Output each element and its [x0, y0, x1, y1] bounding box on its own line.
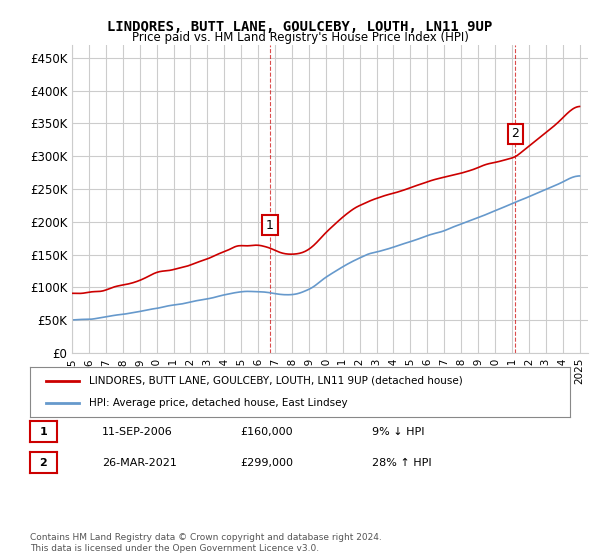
Text: LINDORES, BUTT LANE, GOULCEBY, LOUTH, LN11 9UP: LINDORES, BUTT LANE, GOULCEBY, LOUTH, LN…: [107, 20, 493, 34]
Text: 2: 2: [511, 128, 519, 141]
Text: 9% ↓ HPI: 9% ↓ HPI: [372, 427, 425, 437]
Text: 26-MAR-2021: 26-MAR-2021: [102, 458, 177, 468]
Text: £299,000: £299,000: [240, 458, 293, 468]
Text: £160,000: £160,000: [240, 427, 293, 437]
Text: 1: 1: [266, 218, 274, 232]
Text: Price paid vs. HM Land Registry's House Price Index (HPI): Price paid vs. HM Land Registry's House …: [131, 31, 469, 44]
Text: 1: 1: [40, 427, 47, 437]
Text: HPI: Average price, detached house, East Lindsey: HPI: Average price, detached house, East…: [89, 398, 348, 408]
Text: LINDORES, BUTT LANE, GOULCEBY, LOUTH, LN11 9UP (detached house): LINDORES, BUTT LANE, GOULCEBY, LOUTH, LN…: [89, 376, 463, 386]
Text: 28% ↑ HPI: 28% ↑ HPI: [372, 458, 431, 468]
Text: Contains HM Land Registry data © Crown copyright and database right 2024.
This d: Contains HM Land Registry data © Crown c…: [30, 533, 382, 553]
Text: 2: 2: [40, 458, 47, 468]
Text: 11-SEP-2006: 11-SEP-2006: [102, 427, 173, 437]
